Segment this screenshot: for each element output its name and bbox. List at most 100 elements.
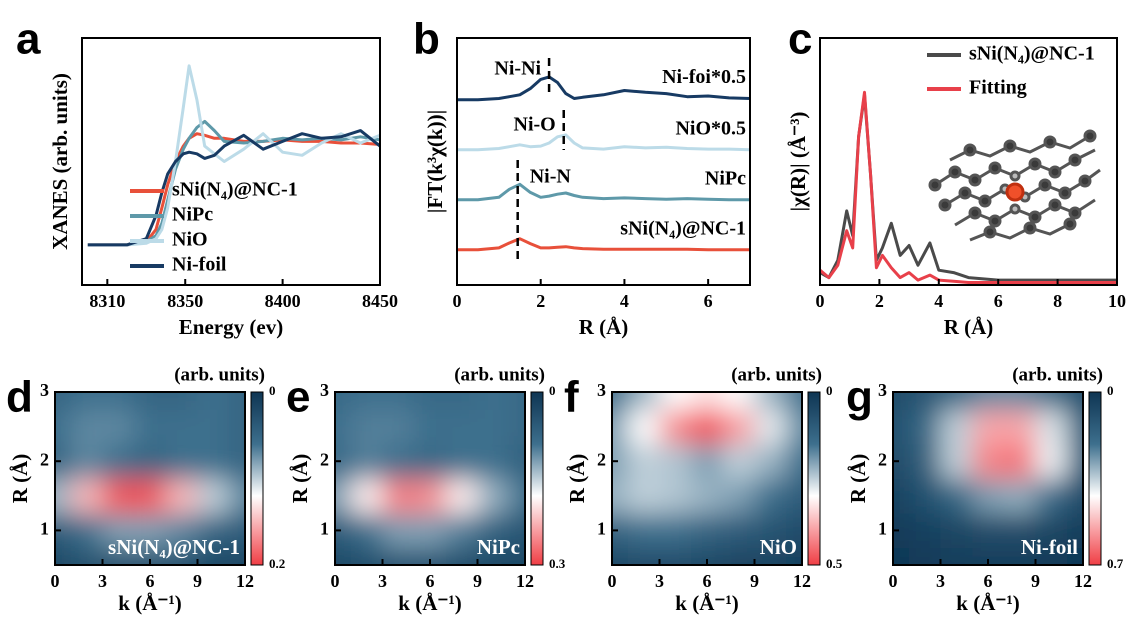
- legend-label: sNi(N₄)@NC-1: [969, 43, 1095, 65]
- metal-atom: [1007, 184, 1023, 200]
- y-tick-label: 2: [597, 449, 606, 469]
- x-tick-label: 2: [875, 291, 884, 311]
- y-tick-label: 3: [40, 380, 49, 400]
- y-tick-label: 2: [320, 449, 329, 469]
- heatmap-cell: [103, 335, 135, 410]
- heatmap-cell: [628, 335, 660, 410]
- heatmap-cell: [198, 479, 230, 514]
- y-tick-label: 1: [320, 519, 329, 539]
- panel-label: b: [413, 15, 440, 64]
- x-tick-label: 3: [936, 571, 945, 591]
- atom: [1050, 200, 1060, 210]
- x-tick-label: 0: [453, 291, 462, 311]
- legend-label: Ni-foil: [172, 254, 227, 276]
- heatmap-cell: [909, 513, 941, 548]
- heatmap-cell: [166, 479, 198, 514]
- heatmap-cell: [628, 479, 660, 514]
- heatmap-cell: [351, 409, 383, 444]
- heatmap-cell: [909, 444, 941, 479]
- heatmap-cell: [941, 444, 973, 479]
- y-tick-label: 3: [878, 380, 887, 400]
- x-tick-label: 4: [934, 291, 943, 311]
- colorbar-tick-label: 0: [549, 383, 556, 398]
- atom: [960, 188, 970, 198]
- heatmap-cell: [755, 409, 787, 444]
- atom: [1060, 188, 1070, 198]
- heatmap-cell: [134, 335, 166, 410]
- atom: [1045, 137, 1055, 147]
- figure: aEnergy (ev)XANES (arb. units)sNi(N₄)@NC…: [0, 0, 1132, 620]
- heatmap-cell: [1036, 479, 1068, 514]
- series-label: NiO*0.5: [675, 117, 746, 139]
- heatmap-cell: [660, 513, 692, 548]
- heatmap-cell: [723, 444, 755, 479]
- heatmap-cell: [383, 409, 415, 444]
- heatmap-cell: [972, 479, 1004, 514]
- heatmap-cell: [71, 479, 103, 514]
- heatmap-cell: [383, 335, 415, 410]
- heatmap-cell: [1004, 444, 1036, 479]
- heatmap-cell: [1004, 479, 1036, 514]
- panel-label: a: [16, 15, 41, 64]
- legend-label: sNi(N₄)@NC-1: [172, 179, 298, 201]
- x-axis-label: k (Å⁻¹): [398, 591, 461, 615]
- x-tick-label: 8310: [89, 291, 125, 311]
- legend-label: Fitting: [969, 77, 1027, 99]
- colorbar-tick-label: 0: [269, 383, 276, 398]
- heatmap-cell: [383, 479, 415, 514]
- atom: [1011, 205, 1019, 213]
- heatmap-cell: [837, 548, 909, 620]
- atom: [930, 180, 940, 190]
- x-tick-label: 10: [1108, 291, 1126, 311]
- x-tick-label: 8350: [167, 291, 203, 311]
- heatmap-cell: [909, 335, 941, 410]
- atom: [1025, 223, 1035, 233]
- series-line: [457, 239, 750, 250]
- panel-sample-label: Ni-foil: [1021, 535, 1078, 559]
- heatmap-cell: [103, 479, 135, 514]
- heatmap-cell: [478, 409, 510, 444]
- atom: [1080, 176, 1090, 186]
- atom: [1065, 219, 1075, 229]
- y-axis-label: XANES (arb. units): [48, 73, 72, 250]
- x-axis-label: k (Å⁻¹): [118, 591, 181, 615]
- heatmap-cell: [660, 409, 692, 444]
- heatmap-cell: [383, 513, 415, 548]
- y-axis-label: R (Å): [846, 454, 870, 504]
- atom: [965, 145, 975, 155]
- y-axis-label: R (Å): [8, 454, 32, 504]
- y-tick-label: 2: [40, 449, 49, 469]
- x-tick-label: 12: [793, 571, 811, 591]
- x-tick-label: 2: [536, 291, 545, 311]
- atom: [1030, 212, 1040, 222]
- heatmap-cell: [972, 409, 1004, 444]
- atom: [970, 175, 980, 185]
- heatmap-cell: [103, 409, 135, 444]
- heatmap-cell: [660, 444, 692, 479]
- panel-label: c: [788, 15, 812, 64]
- atom: [990, 216, 1000, 226]
- x-tick-label: 3: [655, 571, 664, 591]
- x-tick-label: 3: [378, 571, 387, 591]
- x-tick-label: 0: [889, 571, 898, 591]
- heatmap-cell: [71, 335, 103, 410]
- annotation-label: Ni-O: [514, 114, 556, 136]
- x-tick-label: 9: [750, 571, 759, 591]
- atom: [970, 208, 980, 218]
- heatmap-cell: [628, 513, 660, 548]
- y-axis-label: |χ(R)| (Å⁻³): [786, 112, 810, 212]
- atom: [1011, 172, 1019, 180]
- heatmap-cell: [134, 479, 166, 514]
- heatmap-cell: [723, 409, 755, 444]
- x-tick-label: 3: [98, 571, 107, 591]
- heatmap-cell: [909, 479, 941, 514]
- series-line: [88, 66, 380, 245]
- heatmap-cell: [1004, 409, 1036, 444]
- series-label: sNi(N₄)@NC-1: [620, 217, 746, 239]
- heatmap-cell: [556, 548, 628, 620]
- heatmap-cell: [941, 479, 973, 514]
- colorbar-tick-label: 0.7: [1107, 556, 1124, 571]
- y-tick-label: 2: [878, 449, 887, 469]
- heatmap-cell: [941, 335, 973, 410]
- heatmap-cell: [351, 335, 383, 410]
